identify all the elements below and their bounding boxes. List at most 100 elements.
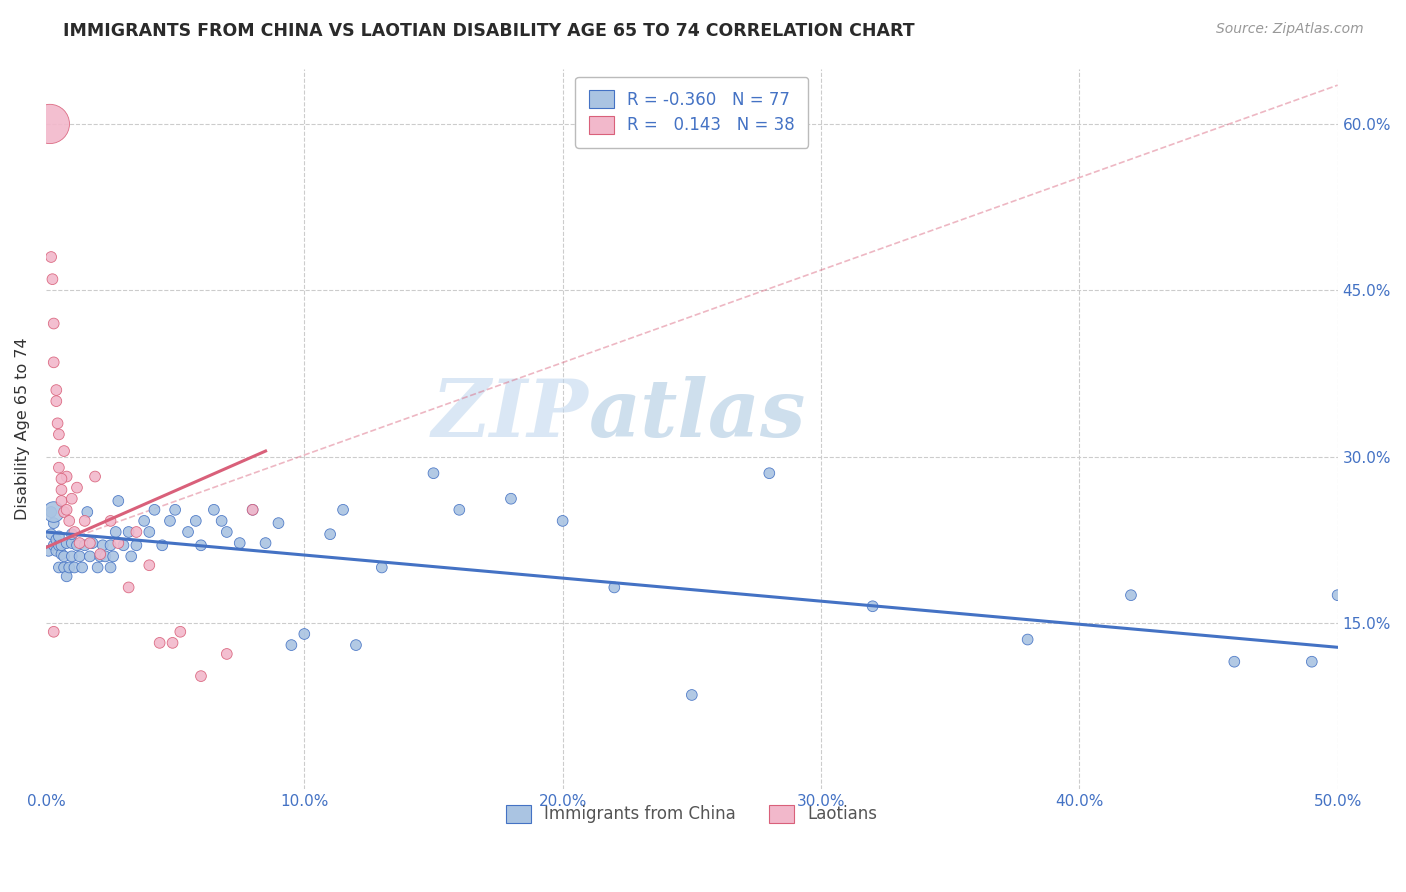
Point: [55, 503, 77, 517]
Point: [190, 669, 212, 683]
Point: [101, 549, 124, 564]
Point: [69, 549, 91, 564]
Point: [228, 536, 250, 550]
Point: [60, 536, 83, 550]
Point: [84, 469, 107, 483]
Point: [53, 560, 76, 574]
Point: [120, 549, 142, 564]
Point: [55, 469, 77, 483]
Point: [45, 533, 67, 547]
Point: [63, 560, 86, 574]
Point: [125, 524, 148, 539]
Point: [53, 549, 76, 564]
Point: [242, 503, 264, 517]
Point: [79, 549, 101, 564]
Point: [254, 536, 277, 550]
Legend: Immigrants from China, Laotians: Immigrants from China, Laotians: [495, 793, 890, 835]
Point: [184, 514, 207, 528]
Point: [332, 503, 354, 517]
Point: [422, 467, 444, 481]
Point: [150, 538, 173, 552]
Point: [681, 688, 703, 702]
Point: [162, 636, 184, 650]
Point: [169, 624, 191, 639]
Point: [1223, 655, 1246, 669]
Point: [1301, 655, 1323, 669]
Point: [267, 516, 290, 530]
Point: [112, 538, 135, 552]
Text: Source: ZipAtlas.com: Source: ZipAtlas.com: [1216, 22, 1364, 37]
Point: [48, 560, 70, 574]
Point: [242, 503, 264, 517]
Point: [100, 514, 122, 528]
Point: [38, 544, 60, 558]
Point: [89, 547, 111, 561]
Point: [51, 538, 73, 552]
Point: [86, 560, 108, 574]
Point: [100, 560, 122, 574]
Point: [45, 394, 67, 409]
Point: [125, 538, 148, 552]
Point: [177, 524, 200, 539]
Point: [42, 505, 65, 519]
Point: [46, 417, 69, 431]
Point: [70, 560, 93, 574]
Text: ZIP: ZIP: [432, 376, 589, 453]
Point: [91, 538, 114, 552]
Point: [58, 514, 80, 528]
Point: [42, 538, 65, 552]
Point: [51, 483, 73, 497]
Point: [55, 536, 77, 550]
Point: [60, 549, 83, 564]
Point: [66, 538, 89, 552]
Point: [107, 536, 129, 550]
Point: [449, 503, 471, 517]
Point: [48, 538, 70, 552]
Point: [758, 467, 780, 481]
Point: [1326, 588, 1348, 602]
Point: [344, 638, 367, 652]
Point: [215, 647, 238, 661]
Point: [202, 503, 225, 517]
Point: [499, 491, 522, 506]
Point: [42, 355, 65, 369]
Text: atlas: atlas: [589, 376, 806, 453]
Point: [292, 627, 315, 641]
Point: [89, 549, 111, 564]
Point: [51, 547, 73, 561]
Point: [58, 560, 80, 574]
Point: [60, 491, 83, 506]
Point: [38, 117, 60, 131]
Point: [39, 527, 62, 541]
Point: [138, 524, 160, 539]
Point: [39, 505, 62, 519]
Point: [159, 514, 181, 528]
Point: [39, 250, 62, 264]
Point: [42, 516, 65, 530]
Point: [551, 514, 574, 528]
Point: [45, 383, 67, 397]
Point: [55, 569, 77, 583]
Point: [117, 524, 139, 539]
Text: IMMIGRANTS FROM CHINA VS LAOTIAN DISABILITY AGE 65 TO 74 CORRELATION CHART: IMMIGRANTS FROM CHINA VS LAOTIAN DISABIL…: [63, 22, 915, 40]
Point: [1017, 632, 1039, 647]
Point: [190, 538, 212, 552]
Point: [134, 514, 156, 528]
Point: [143, 503, 166, 517]
Point: [76, 505, 98, 519]
Y-axis label: Disability Age 65 to 74: Disability Age 65 to 74: [15, 337, 30, 520]
Point: [42, 317, 65, 331]
Point: [862, 599, 884, 614]
Point: [319, 527, 342, 541]
Point: [117, 581, 139, 595]
Point: [107, 494, 129, 508]
Point: [94, 549, 117, 564]
Point: [149, 636, 172, 650]
Point: [53, 505, 76, 519]
Point: [48, 460, 70, 475]
Point: [73, 538, 96, 552]
Point: [66, 481, 89, 495]
Point: [42, 624, 65, 639]
Point: [280, 638, 302, 652]
Point: [211, 514, 233, 528]
